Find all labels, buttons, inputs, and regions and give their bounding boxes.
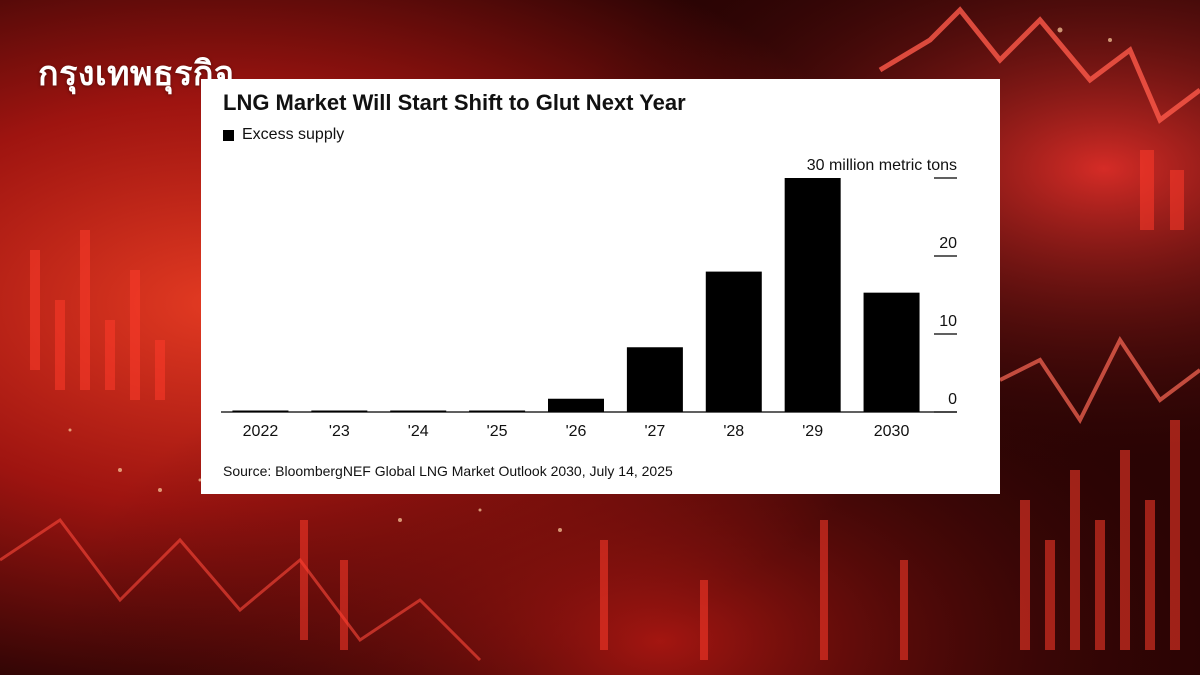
chart-legend: Excess supply [223, 125, 344, 145]
x-tick-label: 2030 [874, 423, 910, 440]
bar [705, 271, 762, 412]
y-tick-label: 10 [939, 313, 957, 330]
chart-title: LNG Market Will Start Shift to Glut Next… [223, 90, 686, 115]
bar [311, 410, 368, 412]
bar [863, 292, 920, 412]
x-tick-label: '29 [802, 423, 823, 440]
x-tick-label: '23 [329, 423, 350, 440]
legend-label: Excess supply [242, 126, 345, 143]
x-tick-label: '24 [408, 423, 429, 440]
chart-card: LNG Market Will Start Shift to Glut Next… [201, 79, 1000, 494]
y-tick-label: 30 million metric tons [807, 157, 957, 174]
legend-swatch [223, 129, 234, 141]
x-tick-label: '28 [723, 423, 744, 440]
x-tick-label: '27 [644, 423, 665, 440]
x-tick-label: '25 [487, 423, 508, 440]
x-tick-label: 2022 [243, 423, 279, 440]
x-tick-label: '26 [566, 423, 587, 440]
y-tick-label: 0 [948, 391, 957, 408]
y-tick-label: 20 [939, 235, 957, 252]
bar [548, 398, 604, 412]
bar [469, 410, 526, 412]
bar [784, 178, 841, 412]
chart-source: Source: BloombergNEF Global LNG Market O… [223, 463, 673, 479]
bar-chart: 0 10 20 30 million metric tons 2022 '23 '24 '25… [221, 157, 957, 440]
bar [232, 410, 289, 412]
bar [390, 410, 447, 412]
bar [626, 347, 683, 412]
